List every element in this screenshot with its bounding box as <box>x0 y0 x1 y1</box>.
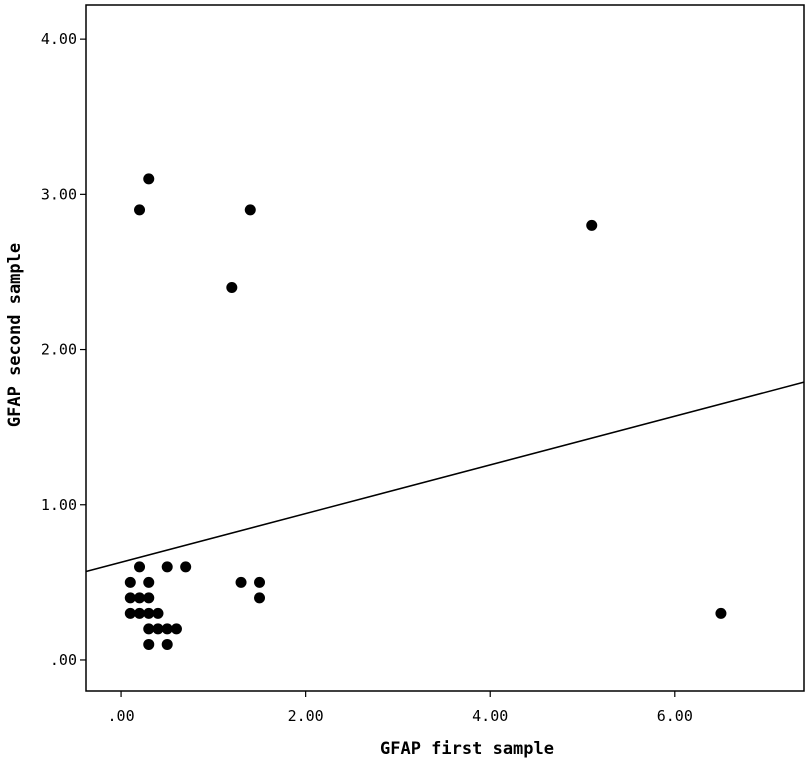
y-tick-label: .00 <box>50 651 77 669</box>
data-point <box>244 204 256 216</box>
y-axis-title: GFAP second sample <box>5 243 25 427</box>
data-point <box>143 592 155 604</box>
x-tick-label: 6.00 <box>657 707 693 725</box>
data-point <box>586 219 598 231</box>
data-point <box>143 173 155 185</box>
data-point <box>143 607 155 619</box>
plot-area-frame <box>85 4 805 692</box>
x-tick-label: 2.00 <box>288 707 324 725</box>
y-axis: .00 1.00 2.00 3.00 4.00 <box>41 30 86 669</box>
data-point <box>143 623 155 635</box>
y-tick-label: 3.00 <box>41 185 77 203</box>
data-points <box>124 173 727 650</box>
data-point <box>170 623 182 635</box>
data-point <box>180 561 192 573</box>
data-point <box>715 607 727 619</box>
x-tick-label: 4.00 <box>472 707 508 725</box>
data-point <box>235 576 247 588</box>
data-point <box>226 281 238 293</box>
regression-line-group <box>85 381 805 573</box>
data-point <box>134 561 146 573</box>
y-tick-label: 2.00 <box>41 341 77 359</box>
data-point <box>152 623 164 635</box>
data-point <box>134 607 146 619</box>
data-point <box>124 607 136 619</box>
x-tick-label: .00 <box>108 707 135 725</box>
x-axis: .00 2.00 4.00 6.00 <box>108 691 693 725</box>
data-point <box>134 204 146 216</box>
data-point <box>161 623 173 635</box>
data-point <box>124 592 136 604</box>
data-point <box>124 576 136 588</box>
y-tick-label: 1.00 <box>41 496 77 514</box>
data-point <box>161 561 173 573</box>
data-point <box>134 592 146 604</box>
data-point <box>143 576 155 588</box>
data-point <box>254 592 266 604</box>
data-point <box>143 638 155 650</box>
x-axis-title: GFAP first sample <box>380 739 554 759</box>
data-point <box>152 607 164 619</box>
data-point <box>161 638 173 650</box>
data-point <box>254 576 266 588</box>
y-tick-label: 4.00 <box>41 30 77 48</box>
regression-line <box>85 381 805 573</box>
